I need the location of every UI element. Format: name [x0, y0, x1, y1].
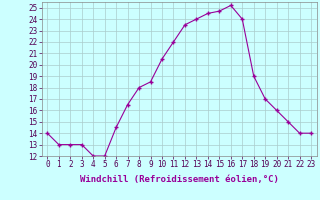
X-axis label: Windchill (Refroidissement éolien,°C): Windchill (Refroidissement éolien,°C)	[80, 175, 279, 184]
